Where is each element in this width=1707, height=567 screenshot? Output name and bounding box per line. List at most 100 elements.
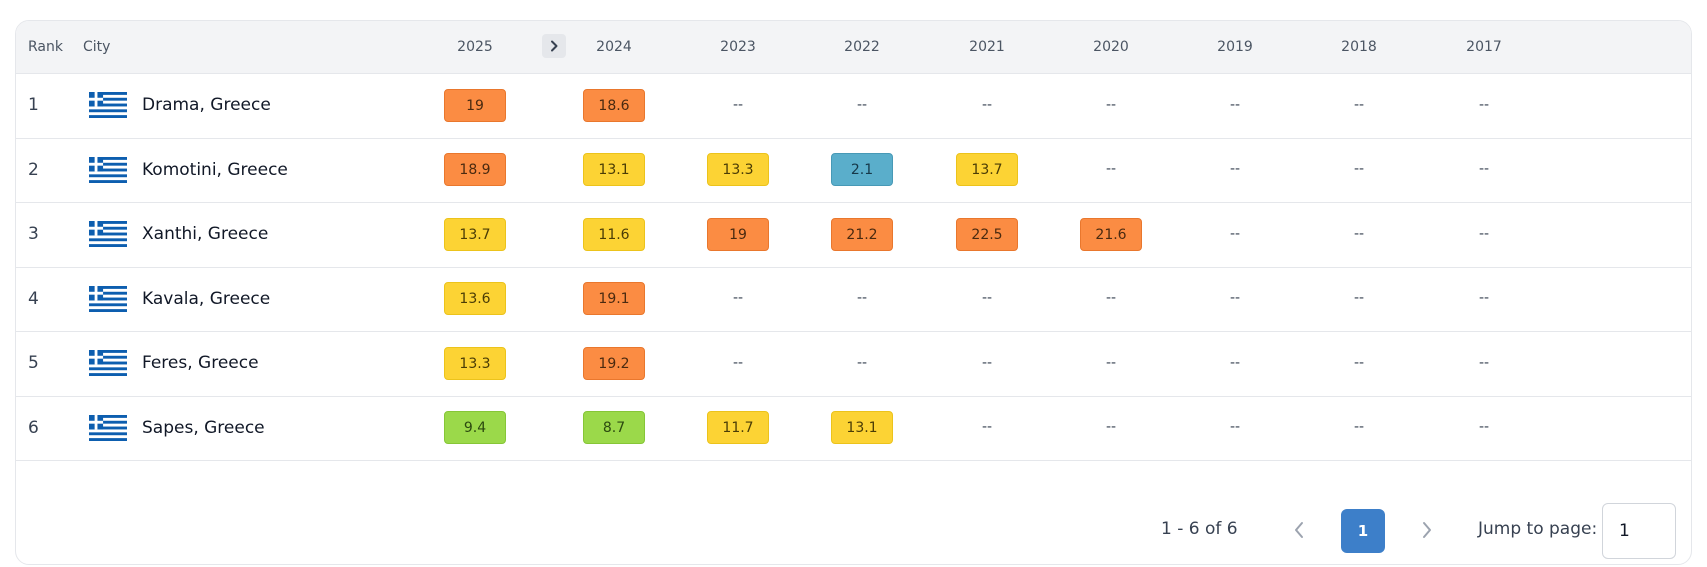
header-year-2018[interactable]: 2018 [1341, 39, 1377, 55]
city-name[interactable]: Drama, Greece [142, 95, 271, 115]
city-ranking-table: Rank City 2025 2024 2023 2022 2021 2020 … [15, 20, 1692, 565]
header-year-2019[interactable]: 2019 [1217, 39, 1253, 55]
empty-value-cell: -- [1478, 419, 1490, 436]
empty-value-cell: -- [981, 96, 993, 113]
table-row[interactable]: 6 Sapes, Greece 9.4 8.7 11.7 13.1 -- -- -- -- -- [16, 396, 1691, 461]
value-badge: 11.6 [583, 217, 645, 251]
value-badge: 18.9 [444, 153, 506, 187]
jump-to-page-label: Jump to page: [1478, 519, 1598, 539]
header-year-2022[interactable]: 2022 [844, 39, 880, 55]
city-name[interactable]: Komotini, Greece [142, 159, 288, 180]
value-badge: 13.3 [444, 346, 506, 380]
chevron-right-icon [551, 40, 558, 52]
value-badge: 19 [707, 217, 769, 251]
value-badge: 13.1 [831, 411, 893, 445]
page-button-current[interactable]: 1 [1341, 509, 1385, 553]
greece-flag-icon [89, 156, 127, 183]
empty-value-cell: -- [1478, 290, 1490, 307]
value-badge: 22.5 [956, 217, 1018, 251]
greece-flag-icon [89, 350, 127, 377]
value-badge: 21.6 [1080, 217, 1142, 251]
empty-value-cell: -- [981, 354, 993, 371]
table-row[interactable]: 5 Feres, Greece 13.3 19.2 -- -- -- -- -- -- -- [16, 331, 1691, 397]
table-row[interactable]: 4 Kavala, Greece 13.6 19.1 -- -- -- -- -- -- -- [16, 267, 1691, 332]
empty-value-cell: -- [1478, 354, 1490, 371]
empty-value-cell: -- [1229, 354, 1241, 371]
table-row[interactable]: 3 Xanthi, Greece 13.7 11.6 19 21.2 22.5 21.6 -- -… [16, 202, 1691, 268]
city-name[interactable]: Kavala, Greece [142, 288, 271, 309]
value-badge: 19 [444, 88, 506, 122]
empty-value-cell: -- [1353, 290, 1365, 307]
pagination-range: 1 - 6 of 6 [1161, 519, 1238, 539]
empty-value-cell: -- [1229, 290, 1241, 307]
empty-value-cell: -- [981, 290, 993, 307]
greece-flag-icon [89, 285, 127, 312]
empty-value-cell: -- [1105, 354, 1117, 371]
empty-value-cell: -- [981, 419, 993, 436]
empty-value-cell: -- [1105, 96, 1117, 113]
table-row[interactable]: 1 Drama, Greece 19 18.6 -- -- -- -- -- -- -- [16, 73, 1691, 139]
chevron-right-icon [1423, 522, 1431, 538]
header-year-2017[interactable]: 2017 [1466, 39, 1502, 55]
value-badge: 19.2 [583, 346, 645, 380]
jump-to-page-input[interactable] [1602, 503, 1676, 559]
rank-cell: 4 [28, 288, 39, 309]
greece-flag-icon [89, 92, 127, 119]
value-badge: 11.7 [707, 411, 769, 445]
empty-value-cell: -- [856, 96, 868, 113]
rank-cell: 5 [28, 353, 39, 373]
value-badge: 13.6 [444, 282, 506, 316]
empty-value-cell: -- [1353, 225, 1365, 242]
value-badge: 13.7 [956, 153, 1018, 187]
city-name[interactable]: Feres, Greece [142, 353, 259, 373]
rank-cell: 1 [28, 95, 39, 115]
empty-value-cell: -- [1229, 96, 1241, 113]
empty-value-cell: -- [732, 290, 744, 307]
table-header: Rank City 2025 2024 2023 2022 2021 2020 … [16, 21, 1691, 74]
value-badge: 2.1 [831, 153, 893, 187]
value-badge: 13.3 [707, 153, 769, 187]
city-name[interactable]: Xanthi, Greece [142, 224, 269, 244]
empty-value-cell: -- [1353, 96, 1365, 113]
header-year-2021[interactable]: 2021 [969, 39, 1005, 55]
empty-value-cell: -- [1353, 161, 1365, 178]
rank-cell: 3 [28, 224, 39, 244]
header-year-2023[interactable]: 2023 [720, 39, 756, 55]
value-badge: 18.6 [583, 88, 645, 122]
header-year-2020[interactable]: 2020 [1093, 39, 1129, 55]
rank-cell: 2 [28, 159, 39, 180]
empty-value-cell: -- [732, 96, 744, 113]
city-name[interactable]: Sapes, Greece [142, 417, 265, 438]
header-rank[interactable]: Rank [28, 39, 63, 55]
empty-value-cell: -- [1353, 354, 1365, 371]
value-badge: 21.2 [831, 217, 893, 251]
previous-page-button[interactable] [1284, 515, 1314, 545]
empty-value-cell: -- [1478, 161, 1490, 178]
header-year-2025[interactable]: 2025 [457, 39, 493, 55]
value-badge: 13.7 [444, 217, 506, 251]
next-page-button[interactable] [1412, 515, 1442, 545]
value-badge: 13.1 [583, 153, 645, 187]
empty-value-cell: -- [1105, 290, 1117, 307]
value-badge: 8.7 [583, 411, 645, 445]
empty-value-cell: -- [1105, 419, 1117, 436]
empty-value-cell: -- [1478, 225, 1490, 242]
rank-cell: 6 [28, 417, 39, 438]
empty-value-cell: -- [856, 290, 868, 307]
empty-value-cell: -- [1229, 419, 1241, 436]
header-city[interactable]: City [83, 39, 111, 55]
empty-value-cell: -- [1353, 419, 1365, 436]
empty-value-cell: -- [1229, 161, 1241, 178]
header-year-2024[interactable]: 2024 [596, 39, 632, 55]
table-row[interactable]: 2 Komotini, Greece 18.9 13.1 13.3 2.1 13.7 -- --… [16, 138, 1691, 203]
pagination-bar: 1 - 6 of 6 1 Jump to page: [16, 493, 1691, 564]
chevron-left-icon [1295, 522, 1303, 538]
greece-flag-icon [89, 221, 127, 248]
greece-flag-icon [89, 414, 127, 441]
empty-value-cell: -- [1105, 161, 1117, 178]
empty-value-cell: -- [732, 354, 744, 371]
next-columns-button[interactable] [542, 34, 566, 58]
value-badge: 19.1 [583, 282, 645, 316]
empty-value-cell: -- [856, 354, 868, 371]
value-badge: 9.4 [444, 411, 506, 445]
